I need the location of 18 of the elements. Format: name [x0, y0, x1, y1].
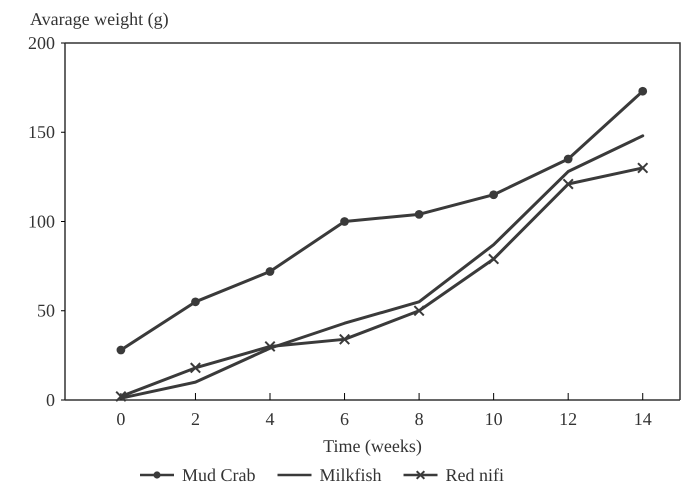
y-axis-title: Avarage weight (g) [30, 9, 169, 29]
y-tick-label: 100 [28, 211, 55, 232]
y-tick-label: 200 [28, 32, 55, 53]
x-axis-title: Time (weeks) [323, 436, 422, 456]
x-tick-label: 10 [484, 408, 503, 429]
x-tick-label: 0 [116, 408, 126, 429]
legend-label: Mud Crab [182, 465, 256, 485]
y-tick-label: 150 [28, 122, 55, 142]
y-tick-label: 50 [37, 300, 55, 321]
x-tick-label: 4 [266, 408, 274, 429]
x-tick-label: 8 [414, 408, 424, 429]
x-tick-label: 2 [190, 408, 200, 429]
x-tick-label: 12 [559, 408, 578, 429]
x-tick-label: 14 [634, 408, 652, 429]
x-tick-label: 6 [340, 408, 350, 429]
legend-label: Milkfish [320, 465, 382, 485]
legend-label: Red nifi [446, 465, 504, 485]
y-tick-label: 0 [46, 390, 55, 410]
